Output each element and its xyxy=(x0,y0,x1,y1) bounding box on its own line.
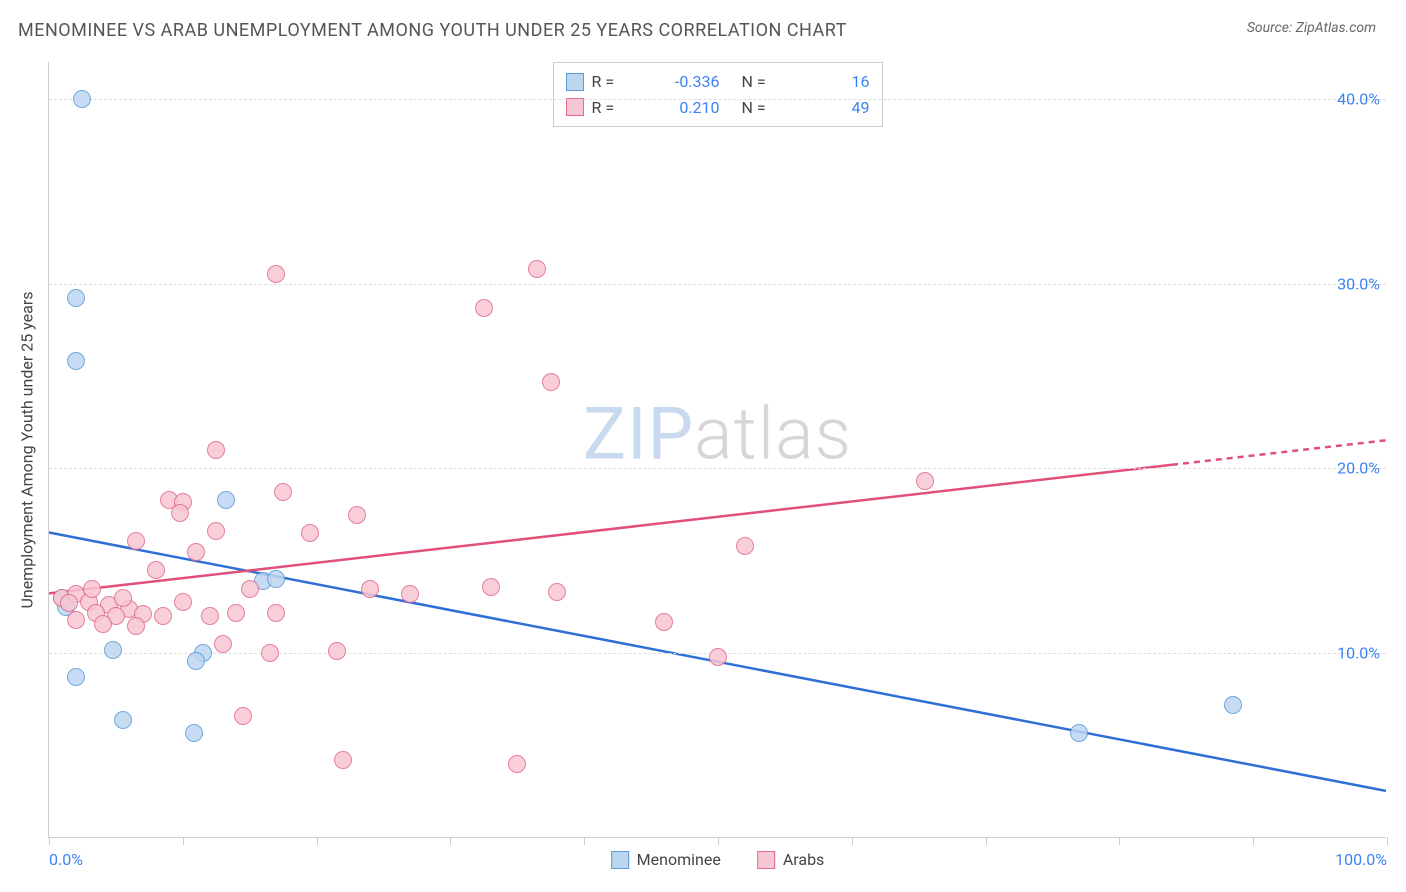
watermark: ZIPatlas xyxy=(583,392,852,477)
data-point xyxy=(185,724,203,742)
legend-r-label: R = xyxy=(592,69,662,95)
data-point xyxy=(736,537,754,555)
legend-swatch xyxy=(566,98,584,116)
data-point xyxy=(127,532,145,550)
gridline xyxy=(49,468,1386,469)
data-point xyxy=(174,593,192,611)
data-point xyxy=(274,483,292,501)
data-point xyxy=(261,644,279,662)
data-point xyxy=(147,561,165,579)
legend-r-value: -0.336 xyxy=(670,69,720,95)
data-point xyxy=(528,260,546,278)
series-legend-label: Menominee xyxy=(637,850,721,869)
watermark-zip: ZIP xyxy=(583,392,694,477)
y-tick-label: 40.0% xyxy=(1337,89,1380,108)
series-legend-item: Arabs xyxy=(757,850,825,869)
series-legend: Menominee Arabs xyxy=(611,850,825,869)
y-tick-label: 20.0% xyxy=(1337,459,1380,478)
data-point xyxy=(217,491,235,509)
header-row: MENOMINEE VS ARAB UNEMPLOYMENT AMONG YOU… xyxy=(0,0,1406,51)
data-point xyxy=(916,472,934,490)
x-tick xyxy=(986,837,987,845)
scatter-chart: Unemployment Among Youth under 25 years … xyxy=(48,62,1386,838)
x-tick xyxy=(718,837,719,845)
data-point xyxy=(214,635,232,653)
legend-swatch xyxy=(757,851,775,869)
data-point xyxy=(127,617,145,635)
x-tick xyxy=(852,837,853,845)
data-point xyxy=(234,707,252,725)
x-tick xyxy=(49,837,50,845)
legend-swatch xyxy=(566,73,584,91)
x-tick-label: 0.0% xyxy=(49,850,83,869)
data-point xyxy=(94,615,112,633)
correlation-legend: R = -0.336N = 16R = 0.210N = 49 xyxy=(553,62,883,127)
data-point xyxy=(328,642,346,660)
data-point xyxy=(114,589,132,607)
x-tick xyxy=(1119,837,1120,845)
data-point xyxy=(508,755,526,773)
data-point xyxy=(67,289,85,307)
data-point xyxy=(67,611,85,629)
x-tick xyxy=(1387,837,1388,845)
x-tick xyxy=(584,837,585,845)
data-point xyxy=(267,604,285,622)
data-point xyxy=(267,265,285,283)
data-point xyxy=(655,613,673,631)
data-point xyxy=(207,441,225,459)
x-tick xyxy=(317,837,318,845)
data-point xyxy=(1224,696,1242,714)
data-point xyxy=(334,751,352,769)
data-point xyxy=(241,580,259,598)
gridline xyxy=(49,99,1386,100)
y-tick-label: 30.0% xyxy=(1337,274,1380,293)
data-point xyxy=(67,352,85,370)
data-point xyxy=(267,570,285,588)
data-point xyxy=(201,607,219,625)
data-point xyxy=(475,299,493,317)
y-axis-label: Unemployment Among Youth under 25 years xyxy=(18,291,37,608)
data-point xyxy=(171,504,189,522)
series-legend-label: Arabs xyxy=(783,850,825,869)
x-tick xyxy=(183,837,184,845)
data-point xyxy=(60,594,78,612)
data-point xyxy=(542,373,560,391)
data-point xyxy=(548,583,566,601)
data-point xyxy=(482,578,500,596)
x-tick xyxy=(1253,837,1254,845)
data-point xyxy=(114,711,132,729)
gridline xyxy=(49,284,1386,285)
data-point xyxy=(227,604,245,622)
series-legend-item: Menominee xyxy=(611,850,721,869)
data-point xyxy=(73,90,91,108)
data-point xyxy=(83,580,101,598)
data-point xyxy=(301,524,319,542)
data-point xyxy=(709,648,727,666)
data-point xyxy=(154,607,172,625)
data-point xyxy=(67,668,85,686)
data-point xyxy=(207,522,225,540)
data-point xyxy=(348,506,366,524)
data-point xyxy=(401,585,419,603)
x-tick xyxy=(450,837,451,845)
data-point xyxy=(187,652,205,670)
watermark-atlas: atlas xyxy=(694,392,852,477)
data-point xyxy=(1070,724,1088,742)
source-label: Source: ZipAtlas.com xyxy=(1247,20,1376,36)
legend-row: R = -0.336 N = 16 xyxy=(566,69,870,95)
legend-swatch xyxy=(611,851,629,869)
y-tick-label: 10.0% xyxy=(1337,644,1380,663)
legend-n-label: N = xyxy=(742,69,812,95)
chart-title: MENOMINEE VS ARAB UNEMPLOYMENT AMONG YOU… xyxy=(18,20,847,41)
legend-n-value: 16 xyxy=(820,69,870,95)
data-point xyxy=(361,580,379,598)
x-tick-label: 100.0% xyxy=(1335,850,1387,869)
data-point xyxy=(104,641,122,659)
data-point xyxy=(187,543,205,561)
